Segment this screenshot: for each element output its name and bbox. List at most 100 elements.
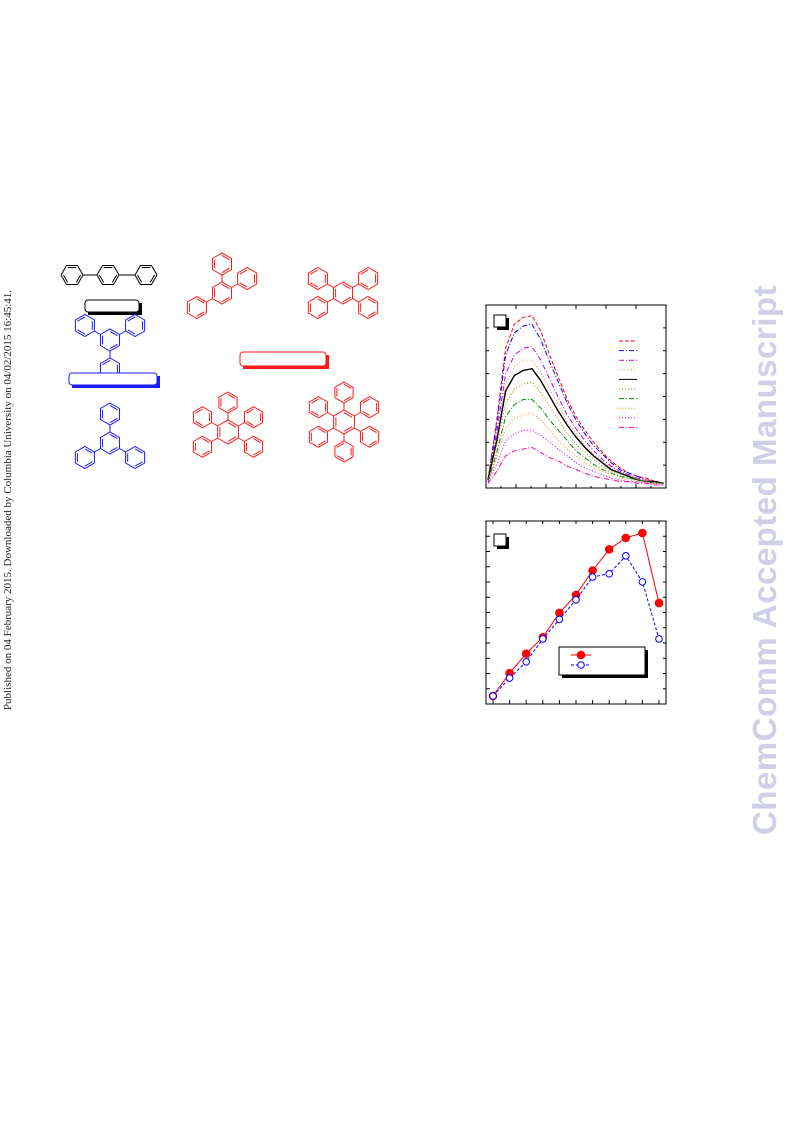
double-bond	[127, 329, 136, 335]
benzene-ring	[332, 281, 354, 305]
double-bond	[221, 254, 230, 261]
double-bond	[239, 282, 248, 288]
double-bond	[318, 440, 326, 446]
data-point-1-9	[638, 578, 647, 586]
benzene-ring	[96, 264, 120, 286]
double-bond	[77, 316, 86, 322]
double-bond	[102, 359, 111, 366]
benzene-ring	[186, 295, 207, 320]
benzene-ring	[99, 431, 121, 455]
benzene-ring	[358, 266, 379, 291]
double-bond	[253, 450, 261, 456]
data-point-0-10	[654, 598, 664, 608]
124-triphenylbenzene	[186, 252, 258, 320]
series-line-4	[487, 367, 665, 484]
double-bond	[367, 298, 376, 304]
benzene-ring	[99, 328, 121, 352]
benzene-ring	[74, 445, 95, 470]
double-bond	[111, 274, 118, 283]
benzene-ring	[74, 313, 95, 338]
double-bond	[221, 296, 230, 303]
single-bond	[354, 412, 361, 417]
single-bond	[211, 437, 218, 442]
label-box-red	[239, 351, 327, 367]
double-bond	[109, 446, 118, 453]
double-bond	[369, 440, 377, 446]
benzene-ring	[334, 381, 354, 404]
double-bond	[362, 398, 370, 404]
double-bond	[227, 406, 236, 412]
double-bond	[109, 343, 118, 350]
series-line-6	[487, 399, 664, 484]
data-point-1-0	[489, 692, 497, 700]
benzene-ring	[211, 252, 233, 276]
intensity-trend-chart	[485, 520, 667, 705]
double-bond	[84, 448, 93, 454]
single-bond	[327, 412, 334, 417]
data-point-1-4	[555, 615, 564, 624]
double-bond	[343, 383, 352, 389]
benzene-ring	[125, 445, 146, 470]
chemical-structures	[60, 252, 380, 470]
benzene-ring	[125, 313, 146, 338]
series-line-2	[487, 345, 665, 484]
double-bond	[227, 436, 237, 442]
single-bond	[94, 330, 101, 335]
series-line-0	[487, 315, 665, 484]
single-bond	[231, 283, 238, 288]
double-bond	[84, 461, 93, 467]
double-bond	[77, 329, 86, 335]
hexaphenylbenzene	[308, 381, 380, 463]
benzene-ring	[211, 281, 233, 305]
data-point-1-8	[622, 552, 630, 560]
double-bond	[311, 410, 319, 416]
data-point-0-2	[521, 649, 531, 658]
double-bond	[149, 274, 156, 283]
data-point-1-3	[539, 635, 547, 643]
single-bond	[352, 283, 359, 288]
single-bond	[119, 448, 126, 453]
double-bond	[317, 311, 326, 317]
benzene-ring	[358, 295, 379, 320]
double-bond	[196, 311, 205, 317]
series-line-7	[487, 412, 664, 484]
benzene-ring	[359, 425, 380, 448]
double-bond	[195, 408, 203, 414]
double-bond	[136, 274, 143, 283]
double-bond	[342, 283, 351, 290]
double-bond	[98, 274, 105, 283]
benzene-ring	[359, 396, 380, 419]
double-bond	[109, 417, 118, 424]
single-bond	[119, 330, 126, 335]
data-point-1-2	[522, 657, 531, 666]
p-terphenyl	[60, 264, 158, 286]
double-bond	[221, 283, 230, 290]
double-bond	[127, 316, 136, 322]
benzene-ring	[243, 406, 264, 429]
data-point-0-9	[638, 528, 647, 538]
double-bond	[202, 450, 210, 456]
double-bond	[239, 269, 248, 275]
double-bond	[310, 269, 319, 275]
legend-box	[558, 646, 646, 676]
pentaphenylbenzene	[192, 391, 264, 458]
double-bond	[227, 422, 237, 428]
data-point-0-8	[621, 533, 631, 543]
benzene-ring	[192, 406, 213, 429]
double-bond	[360, 269, 369, 275]
double-bond	[227, 393, 236, 399]
double-bond	[246, 408, 254, 414]
data-point-1-5	[572, 596, 580, 604]
single-bond	[352, 298, 359, 303]
triphenylbenzene-top	[74, 313, 146, 381]
data-point-1-10	[655, 635, 663, 643]
benzene-ring	[308, 425, 329, 448]
double-bond	[109, 404, 118, 411]
double-bond	[109, 330, 118, 337]
double-bond	[134, 461, 143, 467]
series-line-1	[487, 323, 665, 484]
1245-tetraphenylbenzene	[307, 266, 379, 320]
panel-label-box	[493, 314, 507, 328]
benzene-ring	[134, 264, 158, 286]
double-bond	[134, 448, 143, 454]
